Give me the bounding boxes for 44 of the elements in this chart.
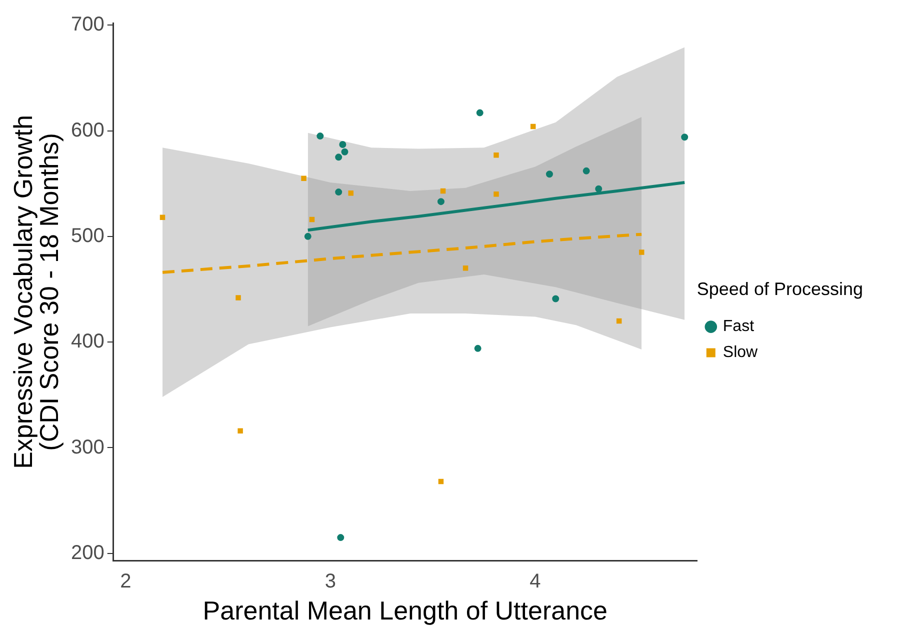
x-tick-label: 4	[530, 570, 541, 592]
point	[309, 216, 315, 222]
y-axis-title: Expressive Vocabulary Growth (CDI Score 30 - 18 Months)	[8, 114, 64, 469]
point	[348, 190, 354, 196]
y-tick-label: 300	[70, 436, 104, 458]
point	[616, 318, 622, 324]
point	[437, 198, 444, 206]
point	[341, 148, 348, 156]
x-tick-label: 3	[324, 570, 336, 592]
line-series	[161, 232, 644, 274]
point	[638, 250, 644, 255]
y-tick-label: 500	[70, 224, 104, 247]
legend-title: Speed of Processing	[696, 279, 864, 300]
point	[494, 192, 499, 197]
point	[552, 295, 560, 302]
point	[582, 167, 590, 174]
point	[438, 478, 444, 484]
point	[335, 188, 342, 196]
y-tick-label: 700	[70, 14, 104, 36]
point	[546, 170, 553, 178]
legend-label: Fast	[722, 318, 755, 336]
x-tick-label: 2	[120, 570, 132, 592]
point	[494, 152, 499, 158]
point	[339, 141, 346, 148]
point	[238, 428, 243, 434]
point	[337, 534, 344, 542]
point	[316, 132, 324, 140]
point	[304, 232, 312, 240]
y-tick-label: 200	[70, 542, 104, 564]
point	[462, 266, 468, 271]
x-axis-title: Parental Mean Length of Utterance	[202, 596, 608, 626]
point	[440, 188, 446, 194]
point	[160, 214, 166, 220]
point	[236, 295, 241, 300]
point	[335, 154, 342, 161]
y-tick-label: 400	[70, 330, 104, 353]
point	[681, 134, 688, 141]
point	[301, 176, 306, 181]
legend-label: Slow	[722, 344, 758, 362]
point	[595, 185, 602, 192]
point	[530, 124, 536, 130]
y-tick-label: 600	[70, 119, 104, 142]
point	[476, 109, 484, 116]
point	[474, 344, 482, 352]
